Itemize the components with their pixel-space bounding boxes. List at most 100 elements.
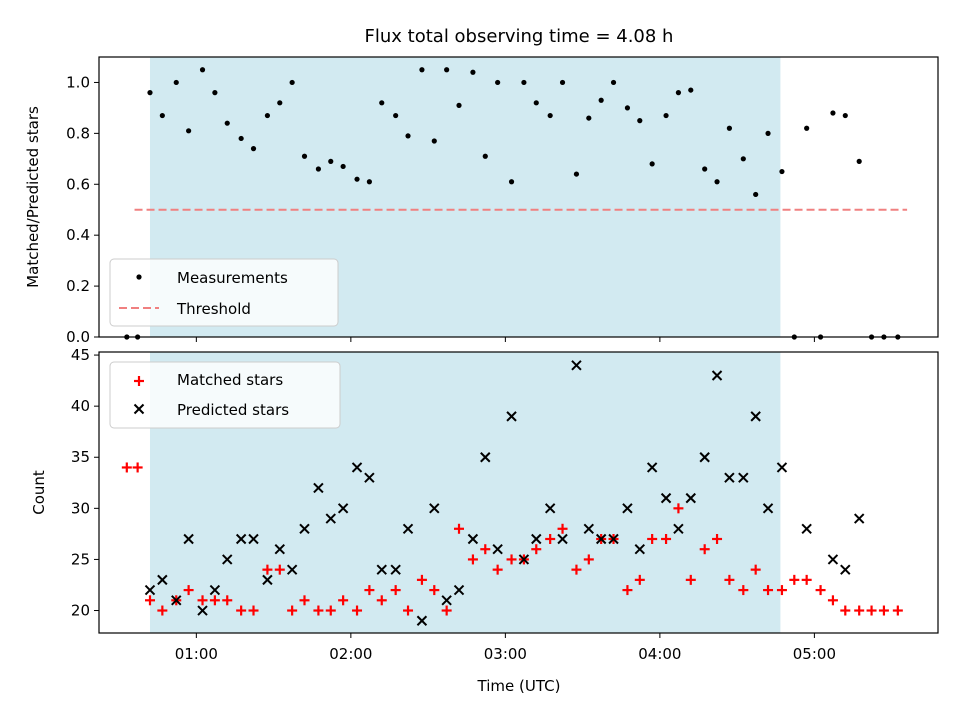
measurement-point [624, 105, 631, 111]
legend-measurements-marker [136, 274, 142, 280]
measurement-point [586, 115, 592, 121]
matched-star-point [262, 564, 273, 575]
matched-star-point [815, 585, 826, 596]
matched-star-point [248, 605, 259, 616]
predicted-star-point [467, 533, 479, 545]
predicted-star-point [157, 574, 168, 586]
top-panel: 0.0 0.2 0.4 0.6 0.8 1.0 Matched/Predicted sta… [24, 56, 939, 346]
measurements-points [124, 67, 901, 340]
bottom-y-tick-label: 25 [71, 550, 90, 568]
measurement-point [637, 118, 643, 124]
predicted-star-stroke [416, 615, 428, 626]
predicted-star-point [724, 472, 735, 483]
measurement-point [765, 130, 771, 136]
predicted-star-point [351, 462, 363, 473]
predicted-star-stroke [286, 564, 298, 575]
bottom-panel: 20 25 30 35 40 45 01:00 02:00 03:00 04:00 05:00 C… [30, 346, 939, 695]
predicted-star-point [325, 513, 336, 524]
matched-star-point [763, 585, 774, 596]
predicted-star-point [801, 523, 812, 534]
predicted-star-stroke [299, 523, 310, 534]
predicted-star-stroke [364, 472, 375, 483]
predicted-star-stroke [480, 452, 491, 463]
matched-star-point [492, 564, 503, 575]
measurement-point [173, 79, 179, 86]
matched-star-point [622, 585, 633, 596]
matched-star-point [274, 564, 285, 575]
matched-star-point [724, 574, 735, 585]
predicted-star-point [492, 544, 503, 555]
predicted-star-point [660, 492, 672, 504]
predicted-star-stroke [197, 605, 208, 616]
measurement-point [547, 112, 553, 119]
measurement-point [740, 156, 746, 162]
top-x-ticks [195, 337, 815, 342]
measurement-point [702, 166, 708, 172]
measurement-point [573, 171, 580, 177]
matched-star-point [673, 503, 684, 514]
predicted-star-stroke [157, 574, 168, 586]
matched-star-point [738, 585, 749, 596]
predicted-star-stroke [660, 492, 672, 504]
matched-star-point [661, 533, 672, 544]
matched-star-point [325, 605, 336, 616]
predicted-star-point [286, 564, 298, 575]
predicted-star-point [762, 503, 774, 514]
matched-star-point [299, 595, 310, 606]
predicted-star-point [274, 544, 285, 555]
predicted-star-stroke [738, 472, 749, 483]
predicted-star-stroke [583, 523, 595, 534]
predicted-star-stroke [429, 503, 440, 514]
predicted-star-stroke [711, 370, 723, 381]
matched-star-point [776, 585, 787, 596]
predicted-star-point [699, 452, 710, 463]
predicted-star-stroke [351, 462, 363, 473]
predicted-star-point [364, 472, 375, 483]
predicted-star-point [646, 462, 658, 473]
bottom-y-tick-label: 35 [71, 448, 90, 466]
predicted-star-point [544, 503, 556, 514]
predicted-star-stroke [776, 462, 788, 473]
matched-star-point [827, 595, 838, 606]
measurement-point [804, 125, 810, 131]
predicted-star-point [750, 411, 761, 422]
matched-star-point [132, 462, 143, 473]
matched-star-point [699, 544, 710, 555]
bottom-y-tick-label: 30 [71, 499, 90, 517]
matched-star-point [454, 523, 465, 534]
predicted-star-stroke [492, 544, 503, 555]
predicted-star-stroke [673, 523, 684, 534]
measurement-point [147, 90, 153, 96]
matched-star-point [287, 605, 298, 616]
matched-star-point [197, 595, 208, 606]
matched-star-point [144, 595, 155, 606]
measurement-point [495, 79, 501, 86]
measurement-point [688, 87, 694, 93]
predicted-star-point [441, 595, 452, 606]
predicted-star-point [429, 503, 440, 514]
matched-star-point [685, 574, 696, 585]
matched-star-point [157, 605, 168, 616]
matched-star-point [647, 533, 658, 544]
measurement-point [533, 100, 539, 106]
measurement-point [315, 166, 322, 172]
legend-matched-label: Matched stars [177, 371, 283, 389]
predicted-star-stroke [595, 533, 607, 545]
matched-star-point [557, 523, 568, 534]
top-y-axis-label: Matched/Predicted stars [24, 106, 42, 288]
x-tick-label: 05:00 [793, 645, 836, 663]
predicted-star-stroke [467, 533, 479, 545]
predicted-star-point [853, 513, 865, 524]
predicted-star-point [390, 564, 401, 575]
top-legend-box [109, 258, 339, 327]
matched-star-point [376, 595, 387, 606]
predicted-star-stroke [571, 360, 582, 371]
measurement-point [482, 153, 488, 159]
predicted-star-point [518, 554, 530, 565]
x-tick-label: 04:00 [638, 645, 681, 663]
measurement-point [250, 146, 257, 152]
matched-star-point [634, 574, 645, 585]
predicted-star-point [262, 574, 273, 586]
top-y-tick-label: 1.0 [66, 73, 90, 91]
